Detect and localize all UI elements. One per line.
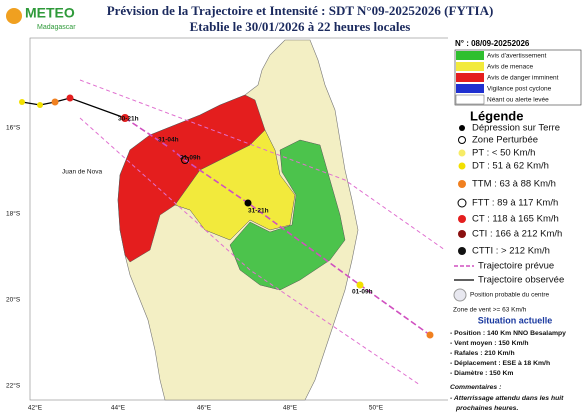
legend-label: CTTI : > 212 Km/h [472,246,550,257]
lat-label: 22°S [6,382,21,390]
logo-sub: Madagascar [37,24,76,31]
yellow-zone [174,129,296,241]
side-panel: N° : 08/09-20252026 Avis d'avertissement… [448,35,586,414]
legend-symbol [458,162,466,170]
comment-line: - Atterrissage attendu dans les huit [450,395,564,402]
map: 30-21h 31-04h 31-09h 31-21h 01-09h Juan … [6,37,451,412]
alert-swatch [456,73,484,82]
lon-label: 50°E [369,404,384,412]
legend-symbol [458,215,466,223]
alert-swatch [456,62,484,71]
legend-title: Légende [470,108,523,123]
cone-edge [79,79,446,251]
alert-swatch [456,51,484,60]
alert-label: Néant ou alerte levée [487,97,549,104]
legend-symbol [457,198,467,208]
legend-label: TTM : 63 à 88 Km/h [472,179,556,190]
legend-label: CT : 118 à 165 Km/h [472,214,559,225]
comment-line: prochaines heures. [455,405,518,412]
alert-label: Vigilance post cyclone [487,86,552,93]
logo: METEO [25,5,75,21]
track-point [356,281,364,289]
legend-label: Trajectoire prévue [478,261,554,272]
lon-label: 48°E [283,404,298,412]
alert-swatch [456,84,484,93]
track-point [426,331,434,339]
legend-label: FTT : 89 à 117 Km/h [472,198,558,209]
track-point [244,199,252,207]
legend-label: Dépression sur Terre [472,123,560,134]
situation-line: - Vent moyen : 150 Km/h [450,340,529,347]
legend-symbol [458,247,466,255]
legend-symbol [458,136,466,144]
legend-label: CTI : 166 à 212 Km/h [472,229,562,240]
lat-label: 18°S [6,210,21,218]
legend-label: PT : < 50 Km/h [472,148,535,159]
legend-symbol [458,230,466,238]
track-point [37,102,43,108]
lon-label: 46°E [197,404,212,412]
subtitle: Etablie le 30/01/2026 à 22 heures locale… [190,19,411,34]
lon-label: 44°E [111,404,126,412]
lon-label: 42°E [28,404,43,412]
legend-label: Zone de vent >= 63 Km/h [453,307,527,314]
track-point [51,98,59,106]
title: Prévision de la Trajectoire et Intensité… [107,3,494,18]
track-label: 30-21h [118,116,139,123]
legend-symbol [459,125,465,131]
lat-label: 20°S [6,296,21,304]
alert-swatch [455,94,485,105]
legend-symbol [453,288,467,302]
legend-symbol [458,180,466,188]
alert-label: Avis de danger imminent [487,75,559,82]
alert-label: Avis d'avertissement [487,53,546,60]
legend-symbol [458,149,466,157]
forecast-track [124,117,431,336]
cone-edge [79,117,421,386]
situation-title: Situation actuelle [478,315,553,325]
legend-label: Trajectoire observée [478,275,564,286]
place-label: Juan de Nova [62,169,102,176]
track-point [121,114,129,122]
track-label: 31-04h [158,137,179,144]
legend-label: Position probable du centre [470,292,550,299]
track-point [66,94,74,102]
legend-label: Zone Perturbée [472,135,538,146]
situation-line: - Position : 140 Km NNO Besalampy [450,330,566,337]
track-point [19,99,25,105]
bulletin-number: N° : 08/09-20252026 [455,39,530,48]
comments-title: Commentaires : [450,384,501,391]
lat-label: 16°S [6,124,21,132]
situation-line: - Rafales : 210 Km/h [450,350,515,357]
situation-line: - Déplacement : ESE à 18 Km/h [450,360,550,367]
situation-line: - Diamètre : 150 Km [450,370,513,377]
track-point [166,144,174,152]
track-label: 31-21h [248,208,269,215]
header: METEO Madagascar Prévision de la Traject… [6,3,493,34]
legend-label: DT : 51 à 62 Km/h [472,161,549,172]
track-label: 31-09h [180,155,201,162]
track-label: 01-09h [352,289,373,296]
track-point [181,156,189,164]
alert-label: Avis de menace [487,64,534,71]
logo-icon [6,8,22,24]
green-zone [229,139,346,291]
